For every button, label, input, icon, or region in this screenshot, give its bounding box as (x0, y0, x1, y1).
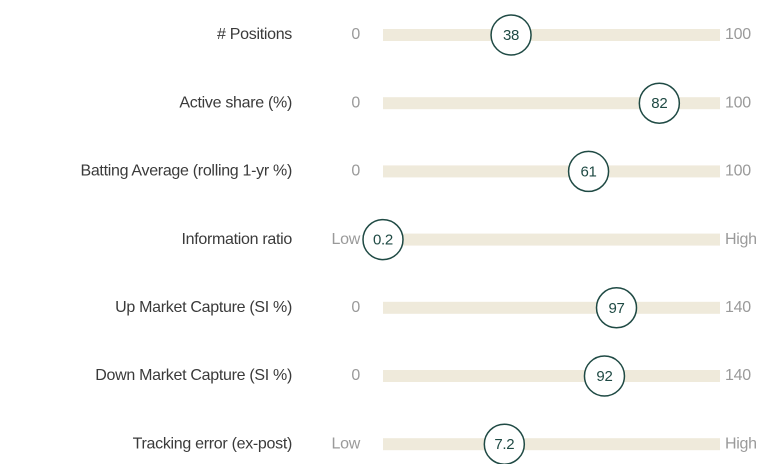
track (383, 165, 720, 178)
row-label: Tracking error (ex-post) (133, 435, 292, 452)
value-marker (490, 14, 532, 56)
row-label: Batting Average (rolling 1-yr %) (80, 163, 292, 180)
tick-label: 0 (351, 299, 360, 316)
track (383, 301, 720, 314)
tick-label: 0 (351, 26, 360, 43)
row-label: Information ratio (181, 231, 292, 248)
tick-label: 100 (725, 94, 751, 111)
row-label: Up Market Capture (SI %) (115, 299, 292, 316)
tick-label: High (725, 435, 757, 452)
track (383, 233, 720, 246)
tick-label: Low (332, 435, 361, 452)
value-marker (362, 218, 404, 261)
value-label: 82 (651, 95, 667, 112)
tick-label: 0 (351, 163, 360, 180)
tick-label: 100 (725, 163, 751, 180)
value-marker (595, 287, 638, 329)
track (383, 29, 720, 41)
tick-label: Low (332, 231, 361, 248)
value-label: 97 (608, 300, 624, 317)
track (383, 370, 720, 382)
tick-label: 140 (725, 299, 751, 316)
tick-label: 0 (351, 367, 360, 384)
row-label: Down Market Capture (SI %) (95, 367, 292, 384)
row-label: Active share (%) (179, 94, 292, 111)
value-label: 38 (503, 27, 519, 44)
tick-label: High (725, 231, 757, 248)
tick-label: 100 (725, 26, 751, 43)
value-marker (638, 82, 681, 124)
value-label: 92 (596, 368, 612, 385)
value-label: 61 (581, 163, 597, 180)
track (383, 438, 720, 451)
tick-label: 140 (725, 367, 751, 384)
value-marker (567, 150, 610, 193)
value-marker (583, 355, 626, 397)
value-marker (483, 423, 526, 464)
tick-label: 0 (351, 94, 360, 111)
track (383, 97, 720, 110)
value-label: 7.2 (494, 436, 514, 453)
value-label: 0.2 (373, 232, 393, 249)
row-label: # Positions (217, 26, 292, 43)
